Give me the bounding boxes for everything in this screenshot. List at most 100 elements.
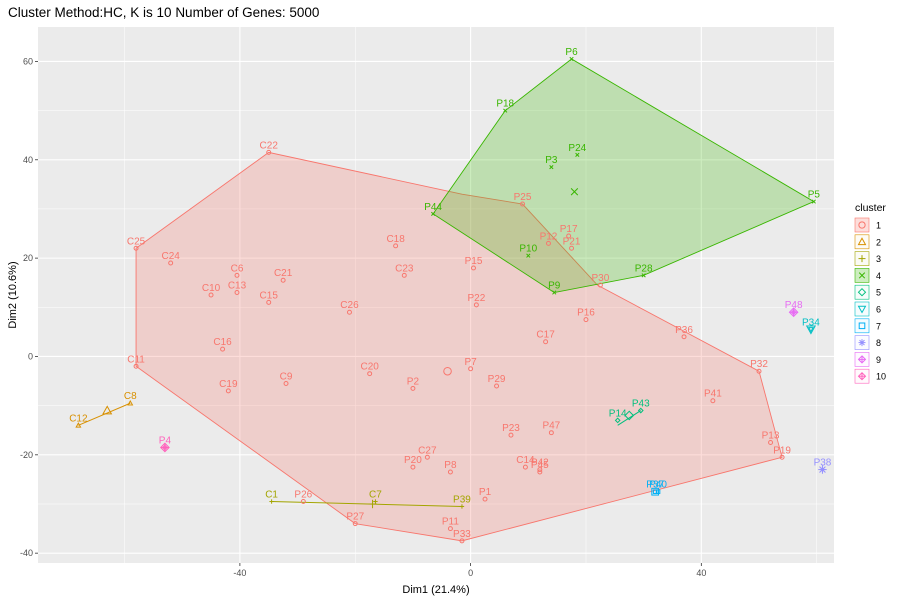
point-label: P38 [814,458,832,469]
cluster-hulls [78,58,815,542]
data-point [266,149,272,155]
data-point [522,464,528,470]
data-point [471,265,476,271]
data-point [168,260,174,266]
legend-label: 10 [876,372,886,382]
point-label: P9 [548,281,561,292]
point-label: P17 [560,224,578,235]
point-label: P21 [563,236,581,247]
legend-marker [858,255,866,263]
legend-marker [858,322,866,330]
data-point [545,240,551,246]
data-point [537,469,543,475]
point-label: C10 [202,283,221,294]
y-axis-title: Dim2 (10.6%) [7,261,19,328]
gridlines [38,27,834,563]
legend-label: 9 [876,355,881,365]
data-point [583,317,589,323]
cluster-center [805,325,816,335]
point-label: P5 [808,190,821,201]
point-label: P33 [453,529,471,540]
data-point [424,454,430,460]
data-point [494,383,500,389]
cluster-center [368,499,377,509]
legend-label: 8 [876,338,881,348]
data-point [637,407,644,414]
data-point [652,489,658,494]
data-point [614,417,621,424]
data-point [468,366,474,372]
point-label: P22 [467,293,485,304]
cluster-1-hull [135,151,783,542]
point-label: P24 [568,143,586,154]
data-point [503,108,508,113]
point-label: C18 [386,234,405,245]
data-point [566,233,572,239]
point-label: C12 [69,413,88,424]
cluster-center [102,405,113,415]
point-label: P7 [464,357,477,368]
data-point [447,469,453,475]
legend-marker [857,371,867,381]
data-point [552,290,557,295]
cluster-center [159,442,170,453]
data-point [526,253,531,258]
data-point [300,499,306,505]
point-label: P23 [502,423,520,434]
point-label: P39 [453,494,471,505]
legend-label: 6 [876,305,881,315]
data-point [410,385,416,391]
cluster-3-hull [271,501,462,507]
point-label: C9 [280,372,293,383]
data-point [127,399,134,406]
point-label: P19 [773,445,791,456]
point-label: P40 [649,480,667,491]
legend-marker [857,355,867,364]
legend-label: 7 [876,321,881,331]
point-label: C13 [228,281,247,292]
cluster-5-hull [617,410,642,426]
data-points [75,56,827,544]
data-point [459,504,465,509]
data-point [549,165,554,170]
point-label: P27 [346,512,364,523]
data-point [431,211,436,216]
point-label: P11 [442,517,459,528]
data-point [133,245,139,251]
data-point [641,273,646,278]
point-label: P45 [531,460,549,471]
point-label: C1 [265,490,278,501]
y-tick-label: 20 [23,253,33,263]
point-label: C22 [260,140,279,151]
point-label: P12 [540,231,558,242]
point-label: C14 [516,455,535,466]
point-label: C17 [536,330,555,341]
point-label: P14 [609,408,627,419]
point-label: P13 [762,431,780,442]
data-point [280,277,286,283]
data-point [575,152,580,157]
legend-marker [858,272,866,279]
point-label: P20 [404,455,422,466]
point-label: P8 [444,460,457,471]
x-tick-label: 0 [468,568,473,578]
data-point [208,292,214,298]
data-point [597,282,603,288]
data-point [569,56,574,62]
point-label: P28 [635,263,653,274]
x-tick-label: -40 [233,568,246,578]
legend-key [854,217,870,233]
chart-title: Cluster Method:HC, K is 10 Number of Gen… [8,5,319,20]
cluster-center [624,410,635,421]
point-label: P6 [565,47,578,58]
point-label: C16 [213,337,232,348]
point-label: C8 [124,391,137,402]
point-label: P29 [488,374,506,385]
legend-key [854,234,870,250]
point-label: P2 [407,376,420,387]
data-point [75,422,82,428]
data-point [482,496,488,502]
point-label: C7 [369,490,382,501]
point-label: C11 [127,354,145,365]
data-point [352,521,358,527]
